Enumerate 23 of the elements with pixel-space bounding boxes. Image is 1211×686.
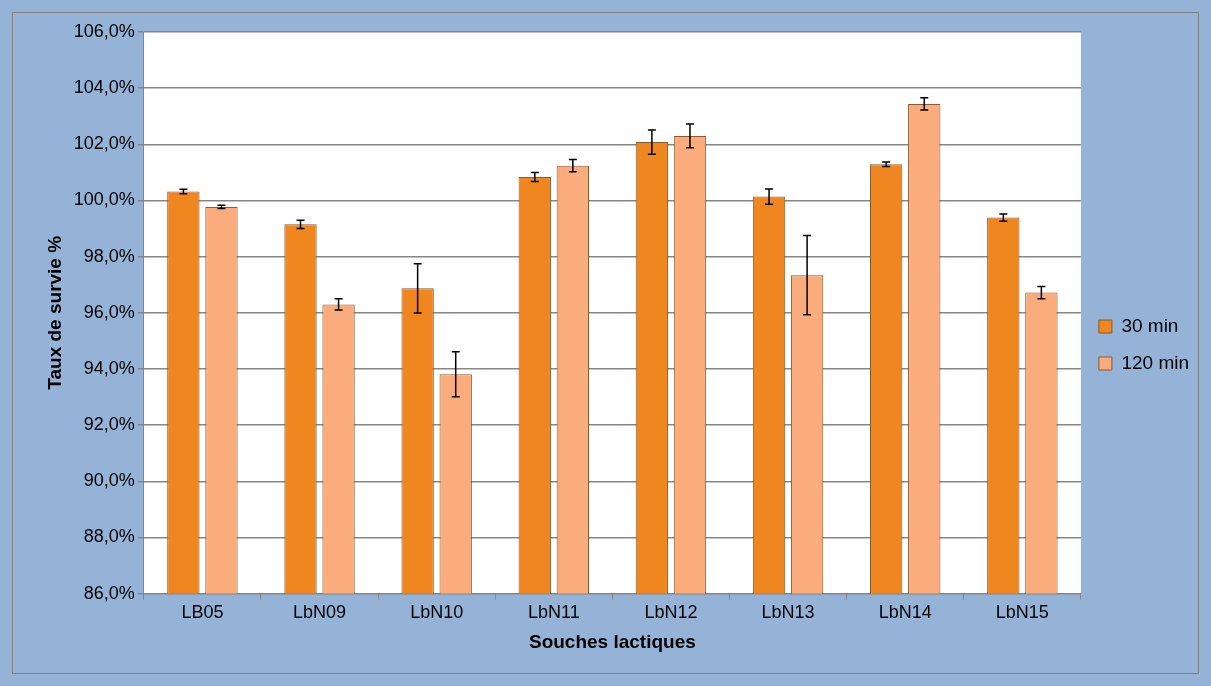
x-tick-label: LbN09 (293, 602, 347, 623)
x-tick-label: LbN15 (995, 602, 1049, 623)
x-tick-label: LB05 (181, 602, 224, 623)
x-tick-label: LbN10 (410, 602, 464, 623)
x-tick-label: LbN12 (644, 602, 698, 623)
y-tick-label: 96,0% (83, 301, 135, 322)
legend-label: 30 min (1121, 314, 1179, 336)
x-tick-label: LbN14 (878, 602, 932, 623)
y-tick-label: 106,0% (73, 20, 135, 41)
y-tick-label: 102,0% (73, 133, 135, 154)
y-tick-label: 98,0% (83, 245, 135, 266)
y-tick-label: 92,0% (83, 414, 135, 435)
y-tick-label: 104,0% (73, 77, 135, 98)
x-tick-label: LbN13 (761, 602, 815, 623)
y-tick-label: 90,0% (83, 470, 135, 491)
y-tick-label: 88,0% (83, 526, 135, 547)
y-tick-label: 86,0% (83, 582, 135, 603)
y-tick-label: 100,0% (73, 189, 135, 210)
x-axis-title: Souches lactiques (528, 630, 696, 652)
y-tick-label: 94,0% (83, 357, 135, 378)
y-axis-title: Taux de survie % (43, 235, 65, 390)
legend-label: 120 min (1121, 351, 1190, 373)
x-tick-label: LbN11 (527, 602, 580, 623)
